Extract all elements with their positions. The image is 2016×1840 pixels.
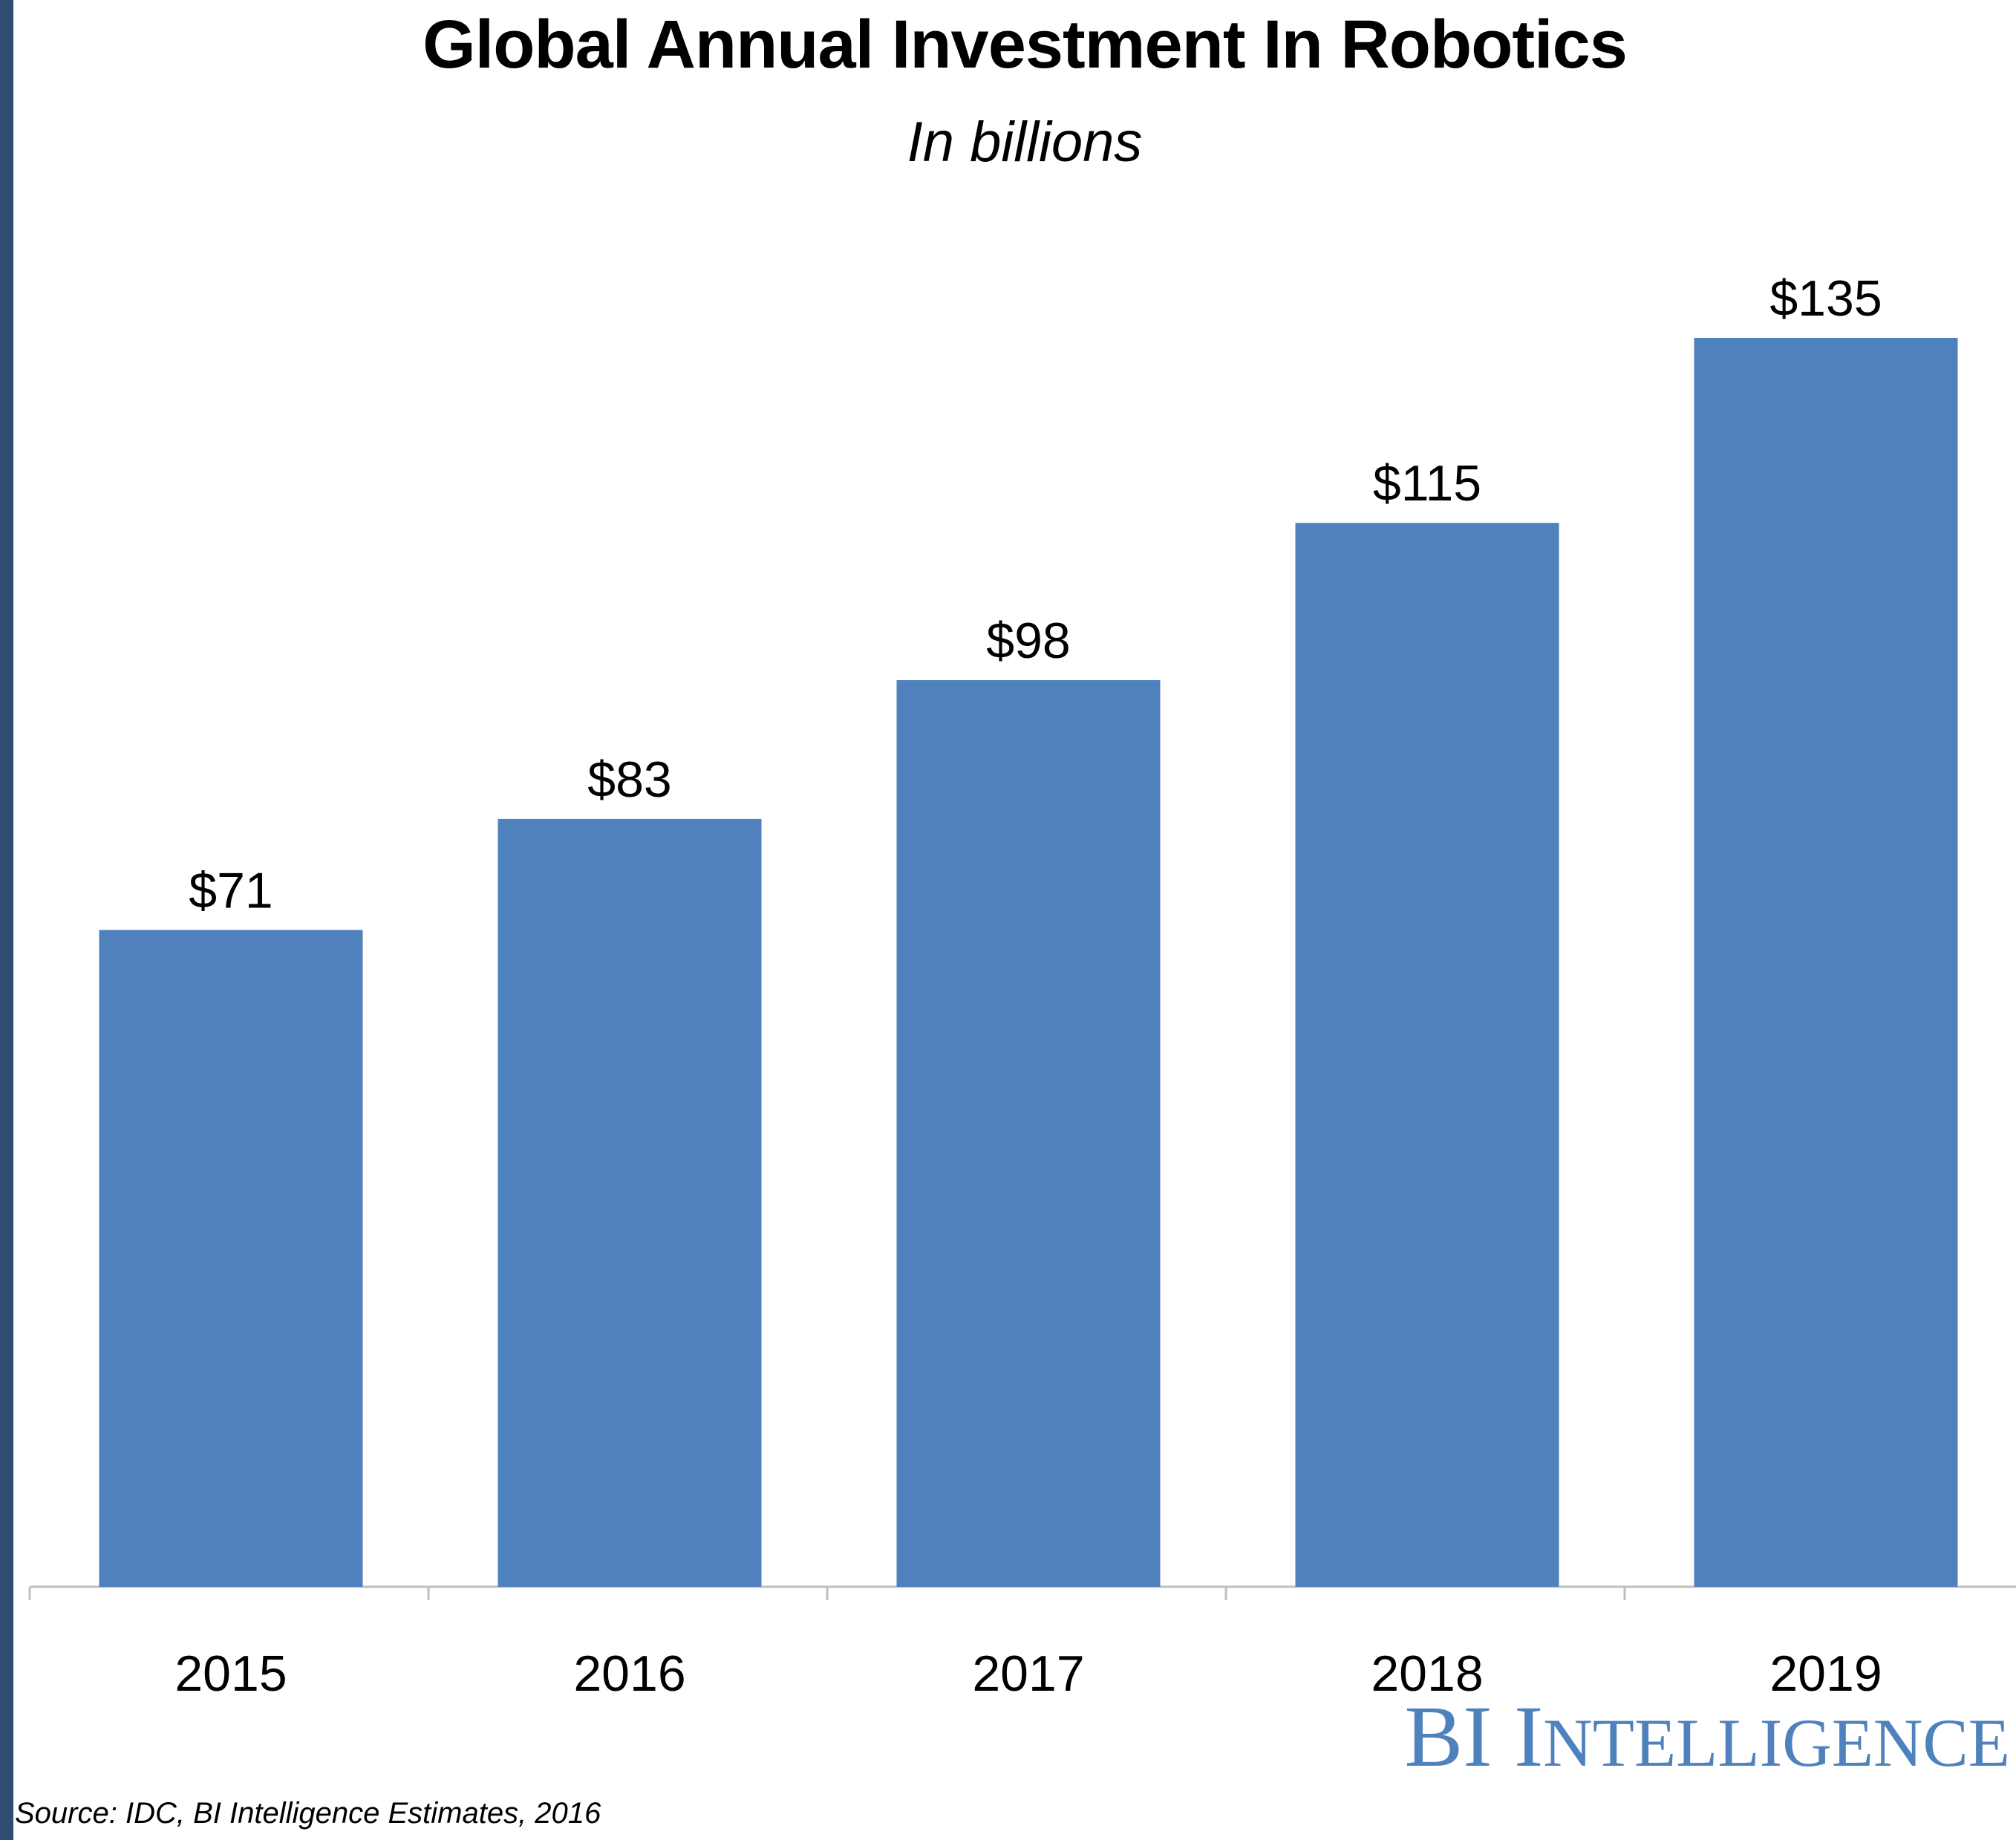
- bar-2016: [498, 818, 762, 1587]
- x-tick-label-2016: 2016: [573, 1645, 685, 1702]
- bar-2018: [1295, 523, 1559, 1587]
- chart-title: Global Annual Investment In Robotics: [423, 7, 1628, 82]
- data-label-2017: $98: [986, 613, 1070, 669]
- x-tick-label-2017: 2017: [972, 1645, 1084, 1702]
- data-label-2018: $115: [1373, 455, 1481, 512]
- chart-subtitle: In billions: [907, 111, 1143, 174]
- x-tick-label-2019: 2019: [1769, 1645, 1882, 1702]
- source-note: Source: IDC, BI Intelligence Estimates, …: [15, 1797, 601, 1830]
- data-label-2016: $83: [587, 751, 671, 808]
- bar-2015: [99, 930, 363, 1587]
- bar-2017: [896, 679, 1161, 1587]
- x-tick-label-2015: 2015: [174, 1645, 287, 1702]
- bar-2019: [1694, 338, 1958, 1587]
- data-label-2015: $71: [189, 862, 273, 919]
- x-tick-label-2018: 2018: [1371, 1645, 1483, 1702]
- data-label-2019: $135: [1769, 270, 1882, 327]
- left-border-strip: [0, 0, 13, 1840]
- bi-intelligence-logo: BI INTELLIGENCE: [1404, 1688, 2010, 1785]
